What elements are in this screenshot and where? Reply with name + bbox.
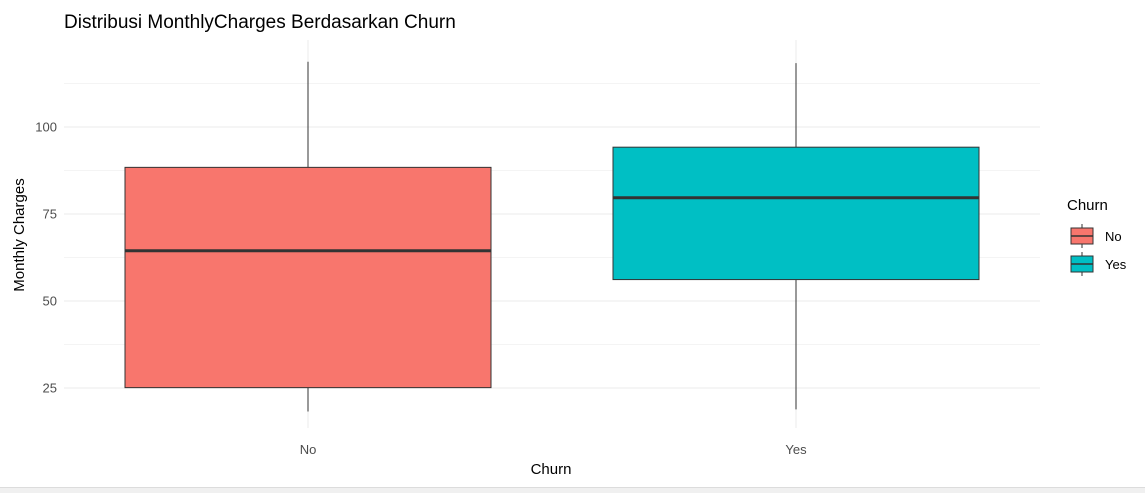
legend-label: Yes <box>1105 257 1127 272</box>
box-iqr <box>124 166 492 389</box>
legend-item-no: No <box>1070 224 1122 248</box>
y-axis-ticks: 25 50 75 100 <box>35 119 57 395</box>
y-tick-label: 100 <box>35 119 57 134</box>
y-tick-label: 75 <box>43 206 57 221</box>
legend-title: Churn <box>1067 197 1108 214</box>
x-axis-ticks: No Yes <box>300 442 807 457</box>
x-axis-title: Churn <box>531 461 572 478</box>
window-bottom-edge <box>0 487 1145 493</box>
x-tick-label: Yes <box>785 442 807 457</box>
box-no <box>124 61 492 412</box>
box-yes <box>612 63 980 410</box>
chart-title: Distribusi MonthlyCharges Berdasarkan Ch… <box>64 12 456 33</box>
legend-items: No Yes <box>1070 224 1127 276</box>
x-tick-label: No <box>300 442 317 457</box>
y-axis-title: Monthly Charges <box>11 178 28 291</box>
box-layer <box>124 61 980 412</box>
legend: Churn No Yes <box>1067 197 1127 276</box>
legend-item-yes: Yes <box>1070 252 1127 276</box>
y-tick-label: 50 <box>43 293 57 308</box>
legend-label: No <box>1105 229 1122 244</box>
y-tick-label: 25 <box>43 380 57 395</box>
box-iqr <box>612 146 980 281</box>
